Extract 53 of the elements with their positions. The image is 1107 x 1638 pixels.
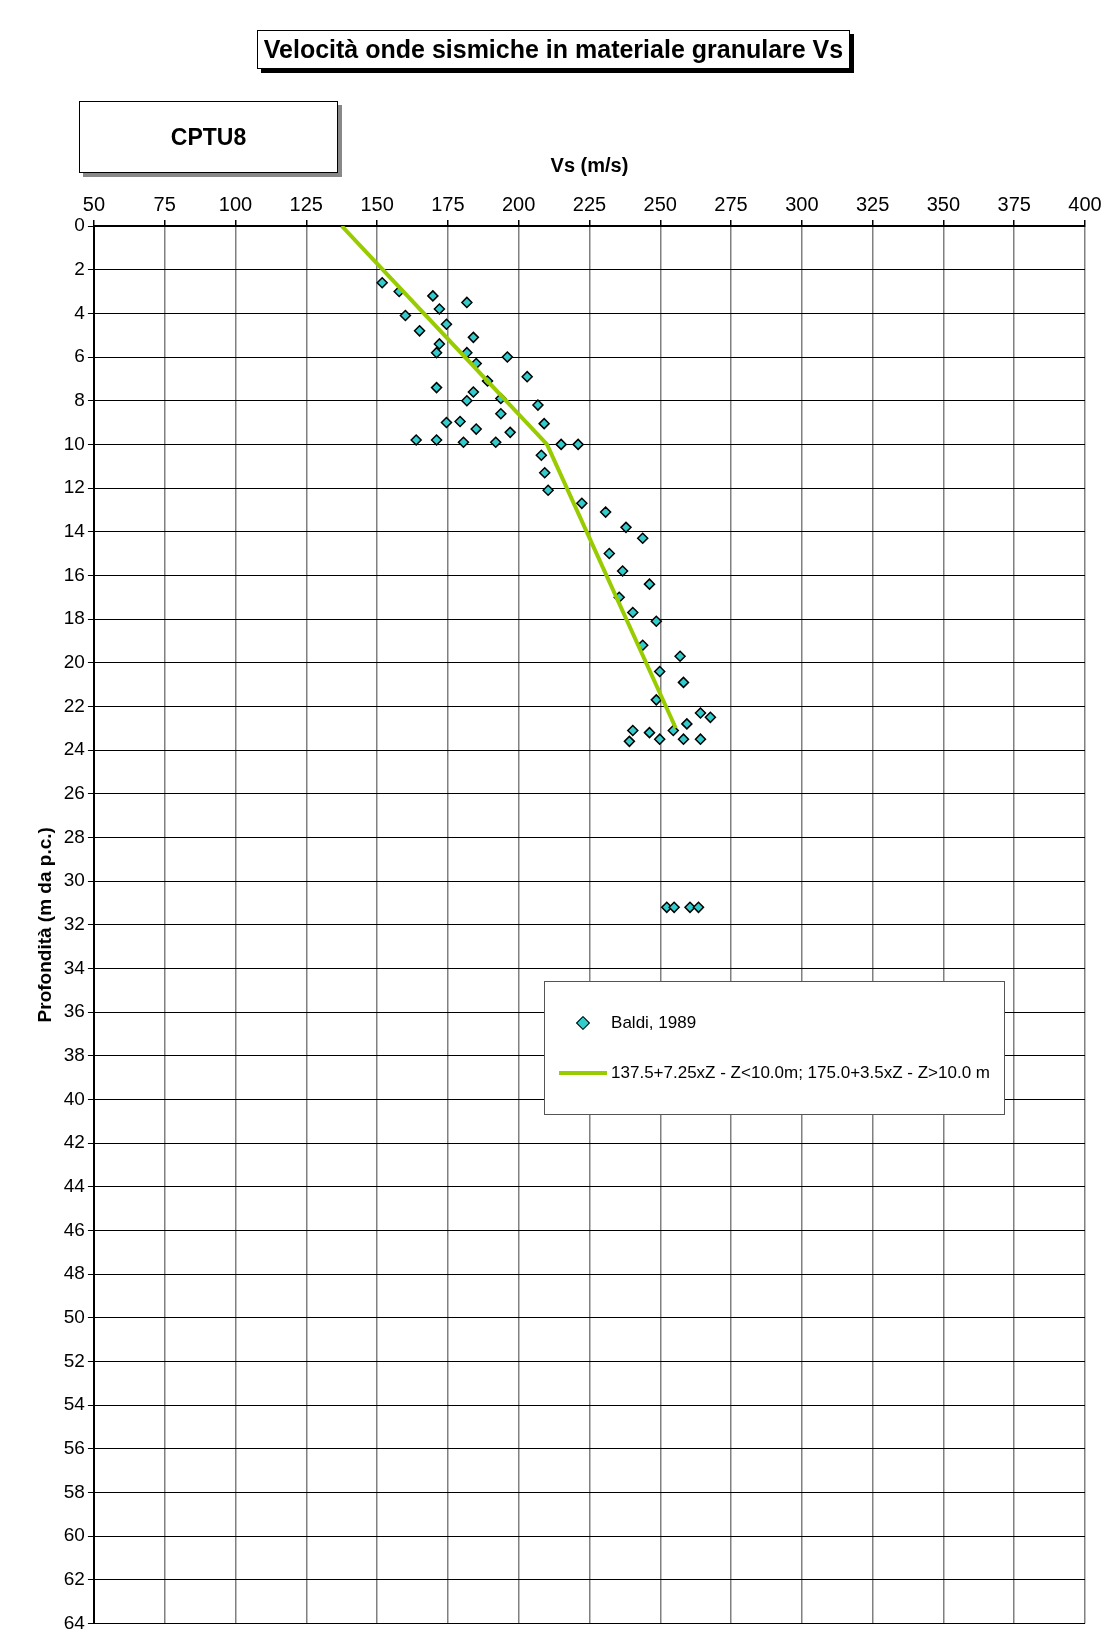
y-tick-label: 54 (63, 1393, 86, 1415)
x-tick-label: 200 (501, 192, 536, 215)
y-tick-label: 60 (63, 1524, 85, 1546)
x-tick-label: 325 (855, 192, 890, 215)
y-tick-label: 40 (63, 1087, 85, 1109)
y-tick-label: 14 (63, 519, 86, 541)
x-tick-label: 225 (572, 192, 607, 215)
x-tick-label: 75 (153, 192, 176, 215)
y-tick-label: 30 (63, 869, 85, 891)
y-tick-label: 58 (63, 1480, 85, 1502)
y-tick-label: 24 (63, 738, 86, 760)
y-tick-label: 16 (63, 563, 85, 585)
x-tick-label: 375 (997, 192, 1031, 215)
x-tick-label: 125 (289, 192, 323, 215)
x-tick-label: 175 (431, 192, 465, 215)
x-tick-label: 275 (714, 192, 748, 215)
y-tick-label: 6 (74, 345, 85, 367)
y-tick-label: 48 (63, 1262, 85, 1284)
y-tick-label: 42 (63, 1131, 85, 1153)
y-tick-label: 12 (63, 476, 85, 498)
y-tick-label: 10 (63, 432, 85, 454)
legend-label: 137.5+7.25xZ - Z<10.0m; 175.0+3.5xZ - Z>10.0 m (611, 1062, 990, 1083)
y-tick-label: 2 (74, 257, 85, 279)
y-tick-label: 52 (63, 1349, 85, 1371)
x-tick-label: 400 (1068, 192, 1102, 215)
y-tick-label: 18 (63, 607, 85, 629)
y-tick-label: 56 (63, 1437, 85, 1459)
y-tick-label: 50 (63, 1306, 85, 1328)
y-tick-label: 26 (63, 782, 85, 804)
y-tick-label: 64 (63, 1611, 86, 1633)
y-tick-label: 32 (63, 913, 85, 935)
chart-title: Velocità onde sismiche in materiale granulare Vs (256, 30, 851, 69)
y-tick-label: 36 (63, 1000, 85, 1022)
y-tick-label: 34 (63, 956, 86, 978)
y-tick-label: 20 (63, 650, 85, 672)
y-tick-label: 46 (63, 1218, 85, 1240)
y-tick-label: 22 (63, 694, 85, 716)
text: CPTU8 (79, 101, 338, 173)
y-axis-title: Profondità (m da p.c.) (33, 827, 55, 1023)
x-tick-label: 150 (360, 192, 394, 215)
x-tick-label: 250 (643, 192, 677, 215)
y-tick-label: 44 (63, 1175, 86, 1197)
x-axis-title: Vs (m/s) (550, 153, 629, 176)
x-tick-label: 300 (785, 192, 819, 215)
y-tick-label: 0 (74, 214, 85, 236)
y-tick-label: 28 (63, 825, 85, 847)
x-tick-label: 350 (926, 192, 961, 215)
y-tick-label: 38 (63, 1044, 85, 1066)
y-tick-label: 8 (74, 388, 85, 410)
y-tick-label: 62 (63, 1568, 85, 1590)
y-tick-label: 4 (74, 301, 86, 323)
x-tick-label: 100 (218, 192, 253, 215)
legend-label: Baldi, 1989 (611, 1012, 697, 1033)
